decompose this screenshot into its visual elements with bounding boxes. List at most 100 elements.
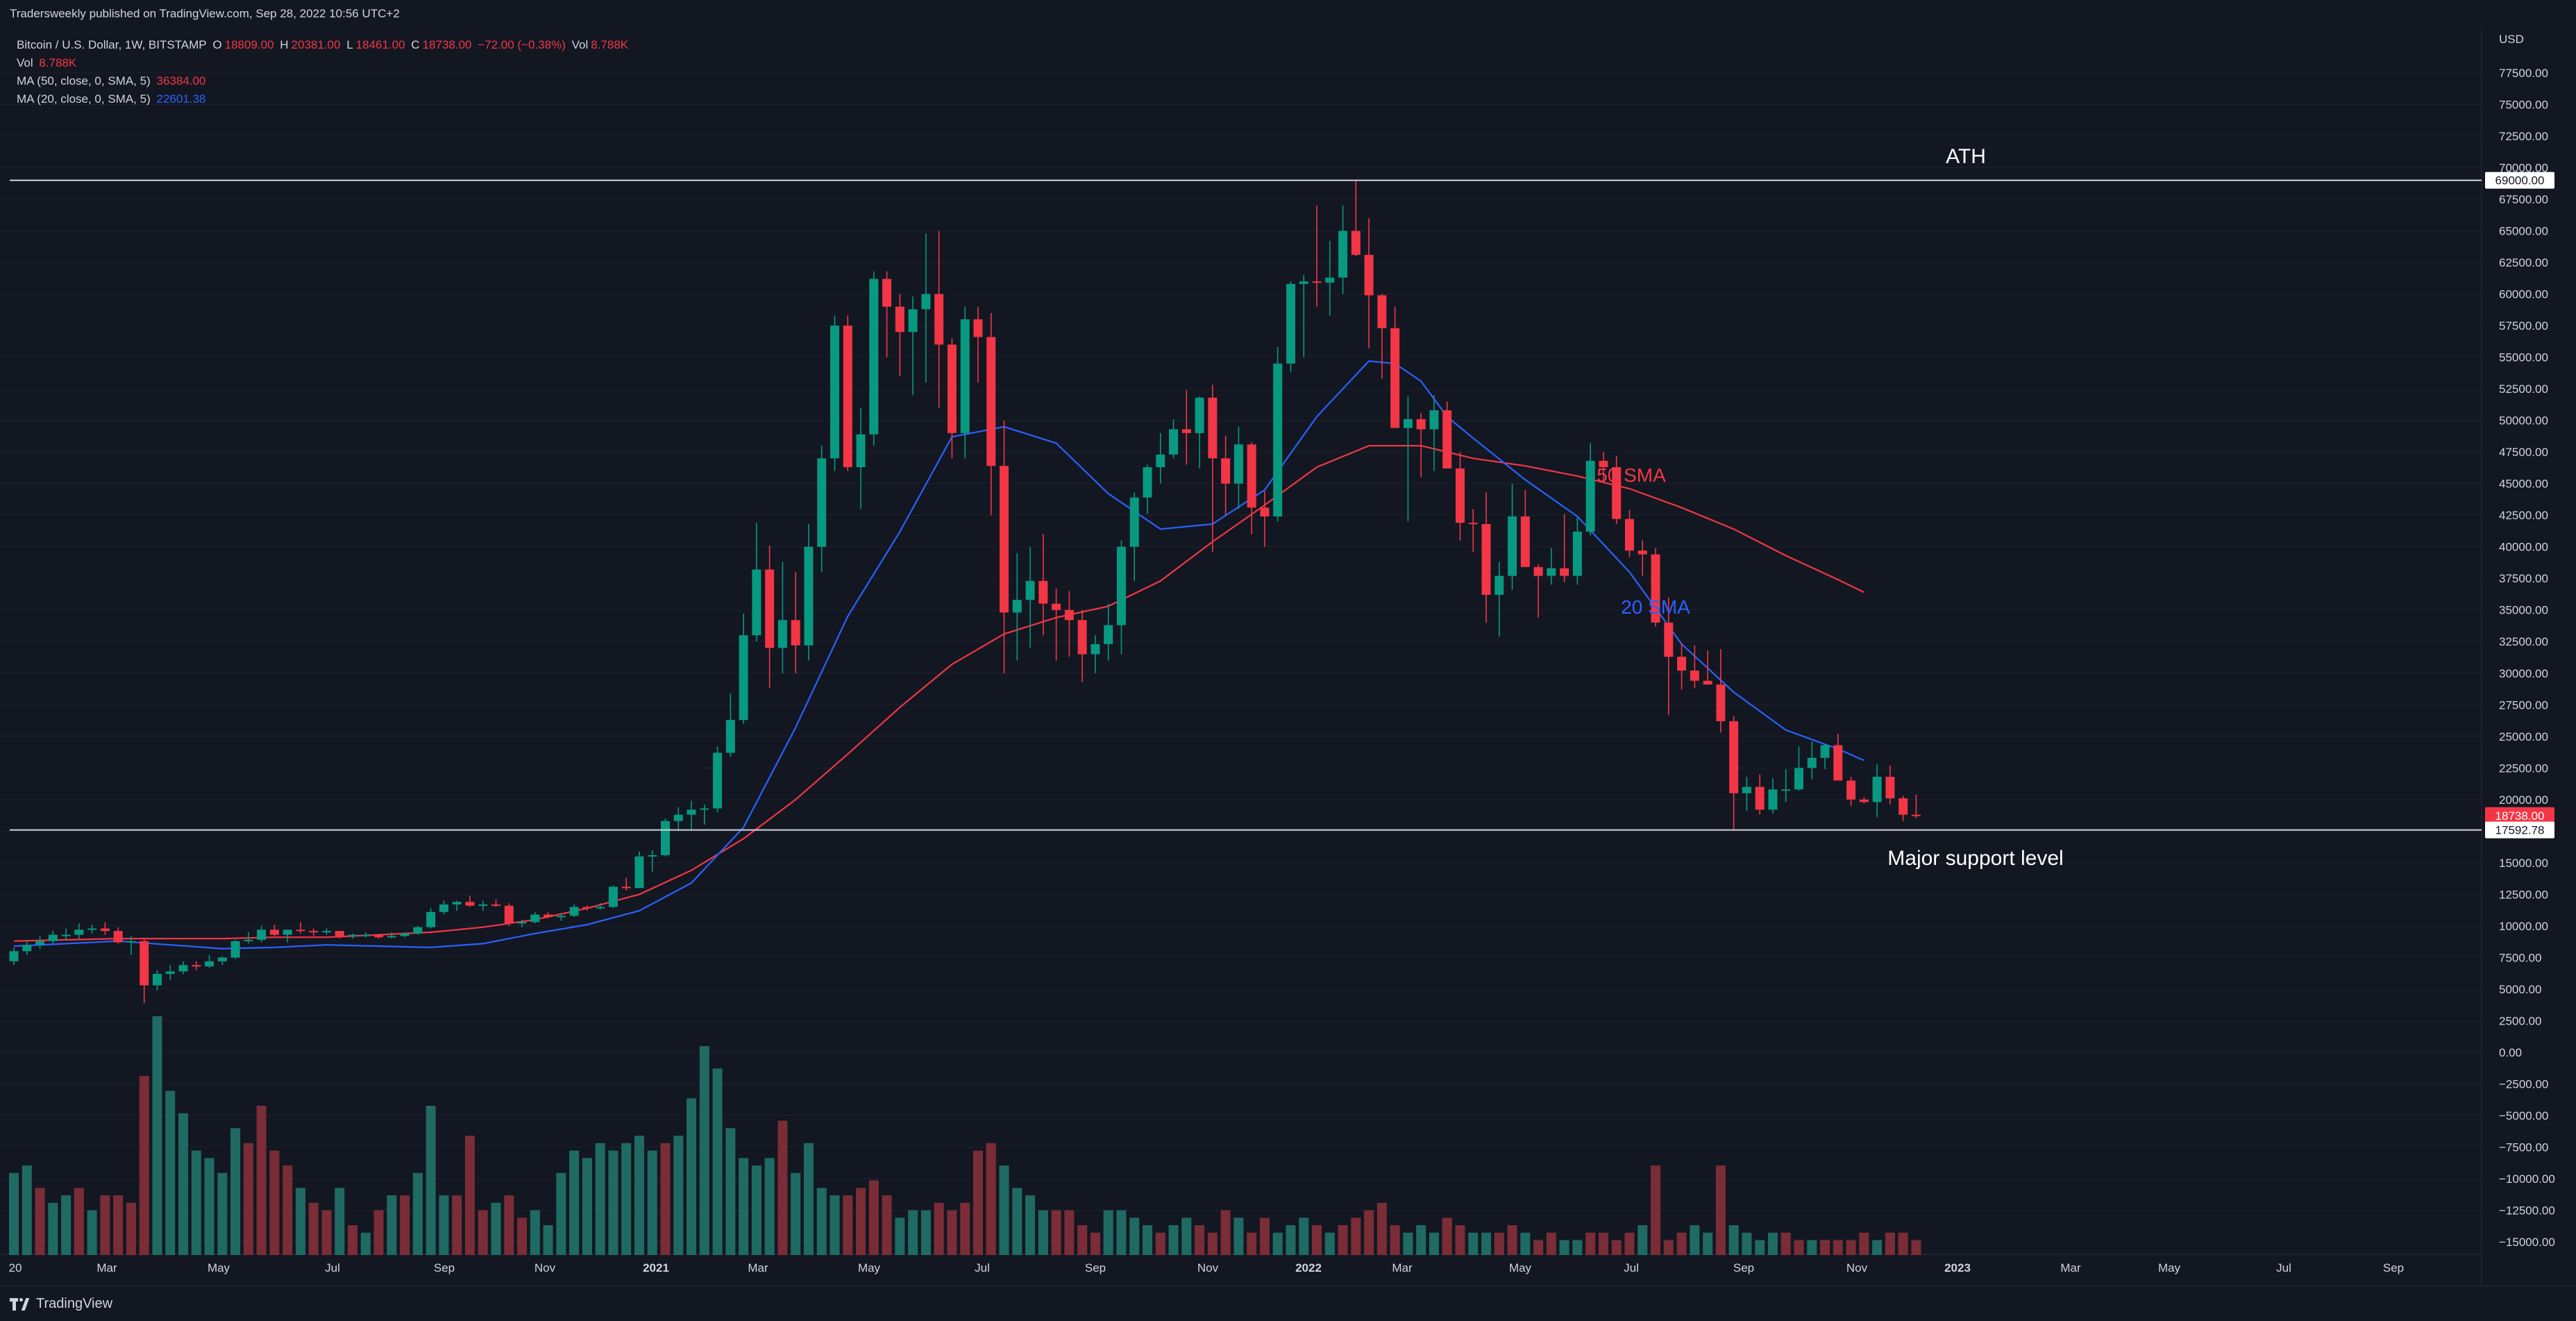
price-tick: 7500.00 — [2499, 951, 2541, 964]
candle-body — [739, 635, 748, 721]
price-tick: 25000.00 — [2499, 730, 2548, 743]
moving-averages — [13, 360, 1864, 950]
price-tick: −5000.00 — [2499, 1109, 2548, 1122]
candle — [74, 923, 84, 939]
candle — [556, 913, 566, 921]
ma50-indicator-row[interactable]: MA (50, close, 0, SMA, 5) 36384.00 — [17, 72, 631, 90]
volume-bar — [543, 1225, 553, 1255]
volume-bar — [803, 1143, 814, 1255]
candle — [569, 904, 579, 918]
time-tick: Sep — [1733, 1261, 1754, 1274]
price-scale[interactable]: USD 77500.00 75000.00 72500.00 70000.00 67500… — [2485, 33, 2555, 1249]
candle — [1234, 426, 1243, 510]
volume-bar — [1181, 1218, 1192, 1255]
close-value: 18738.00 — [422, 38, 472, 51]
symbol-name[interactable]: Bitcoin / U.S. Dollar, 1W, BITSTAMP — [17, 38, 207, 51]
volume-bar — [582, 1158, 592, 1255]
volume-bar — [1207, 1232, 1218, 1255]
price-tick: 22500.00 — [2499, 762, 2548, 775]
candle — [439, 900, 448, 915]
candle — [1742, 777, 1751, 811]
candle-body — [960, 319, 970, 433]
candle-body — [544, 914, 553, 918]
candle — [1781, 769, 1791, 802]
ma50-label: MA (50, close, 0, SMA, 5) — [17, 74, 151, 87]
candle-body — [673, 814, 683, 821]
price-tick: 27500.00 — [2499, 698, 2548, 712]
candle — [1195, 396, 1204, 469]
horizontal-lines[interactable] — [10, 179, 2482, 831]
support-price-badge: 17592.78 — [2495, 824, 2545, 837]
volume-indicator-row[interactable]: Vol 8.788K — [17, 54, 631, 72]
sma20-annotation: 20 SMA — [1621, 596, 1690, 618]
candle-body — [1260, 507, 1270, 517]
candle-body — [9, 951, 19, 961]
candle — [1181, 389, 1191, 465]
candle-body — [582, 907, 592, 909]
volume-bar — [283, 1166, 293, 1255]
candle — [1260, 491, 1270, 547]
volume-bar — [373, 1210, 384, 1255]
candle — [908, 296, 918, 396]
volume-bar — [1338, 1225, 1348, 1255]
volume-bar — [1247, 1232, 1257, 1255]
price-chart[interactable]: ATH 50 SMA 20 SMA Major support level USD 77… — [0, 29, 2576, 1286]
candle — [687, 800, 696, 830]
candle-body — [61, 934, 71, 936]
candle-body — [1572, 531, 1582, 576]
price-tick: 52500.00 — [2499, 382, 2548, 396]
candle-body — [100, 928, 110, 932]
volume-bar — [491, 1202, 501, 1255]
ma20-indicator-row[interactable]: MA (20, close, 0, SMA, 5) 22601.38 — [17, 90, 631, 108]
candle — [165, 965, 175, 981]
candle — [582, 905, 592, 911]
candle — [309, 928, 319, 936]
price-tick: 60000.00 — [2499, 288, 2548, 301]
candle — [152, 970, 162, 991]
candle — [87, 925, 97, 934]
tradingview-logo[interactable]: TradingView — [10, 1296, 112, 1312]
candle — [1651, 548, 1660, 627]
volume-bar — [1624, 1232, 1635, 1255]
candle-body — [1077, 620, 1087, 655]
chart-area[interactable]: ATH 50 SMA 20 SMA Major support level USD 77… — [0, 29, 2576, 1286]
volume-bar — [152, 1016, 162, 1255]
candle — [530, 911, 540, 924]
candle — [1572, 517, 1582, 585]
candle-body — [1651, 554, 1660, 623]
candle — [1520, 489, 1530, 567]
candle — [178, 961, 188, 975]
price-tick: 47500.00 — [2499, 446, 2548, 459]
volume-bar — [751, 1166, 761, 1255]
candle — [1794, 746, 1803, 791]
symbol-row: Bitcoin / U.S. Dollar, 1W, BITSTAMP O 188… — [17, 36, 631, 54]
candle-body — [1833, 745, 1843, 781]
candle — [1533, 564, 1543, 618]
volume-bar — [1455, 1225, 1465, 1255]
candle — [1755, 774, 1765, 815]
candle-body — [269, 929, 279, 935]
volume-bar — [269, 1150, 280, 1255]
candle — [1038, 534, 1048, 636]
price-tick: 55000.00 — [2499, 351, 2548, 364]
volume-bar — [1872, 1240, 1883, 1255]
volume-bar — [9, 1172, 19, 1255]
candle-body — [517, 922, 527, 924]
candle — [452, 900, 462, 911]
candle-body — [1547, 568, 1556, 576]
candle — [1091, 635, 1100, 673]
volume-bar — [1742, 1232, 1752, 1255]
candle-body — [1221, 458, 1231, 484]
volume-bar — [126, 1202, 136, 1255]
candle-body — [1624, 519, 1634, 551]
time-tick: Nov — [1197, 1261, 1219, 1274]
price-tick: 72500.00 — [2499, 130, 2548, 143]
candle-body — [1025, 580, 1035, 600]
candle-body — [530, 914, 540, 923]
candle-body — [895, 306, 904, 333]
candle-body — [1181, 429, 1191, 433]
candle — [22, 941, 32, 955]
tradingview-logo-icon — [10, 1297, 31, 1311]
time-scale[interactable]: 20 Mar May Jul Sep Nov 2021 Mar May Jul Sep Nov 2022… — [9, 1261, 2405, 1274]
candle — [9, 947, 19, 966]
